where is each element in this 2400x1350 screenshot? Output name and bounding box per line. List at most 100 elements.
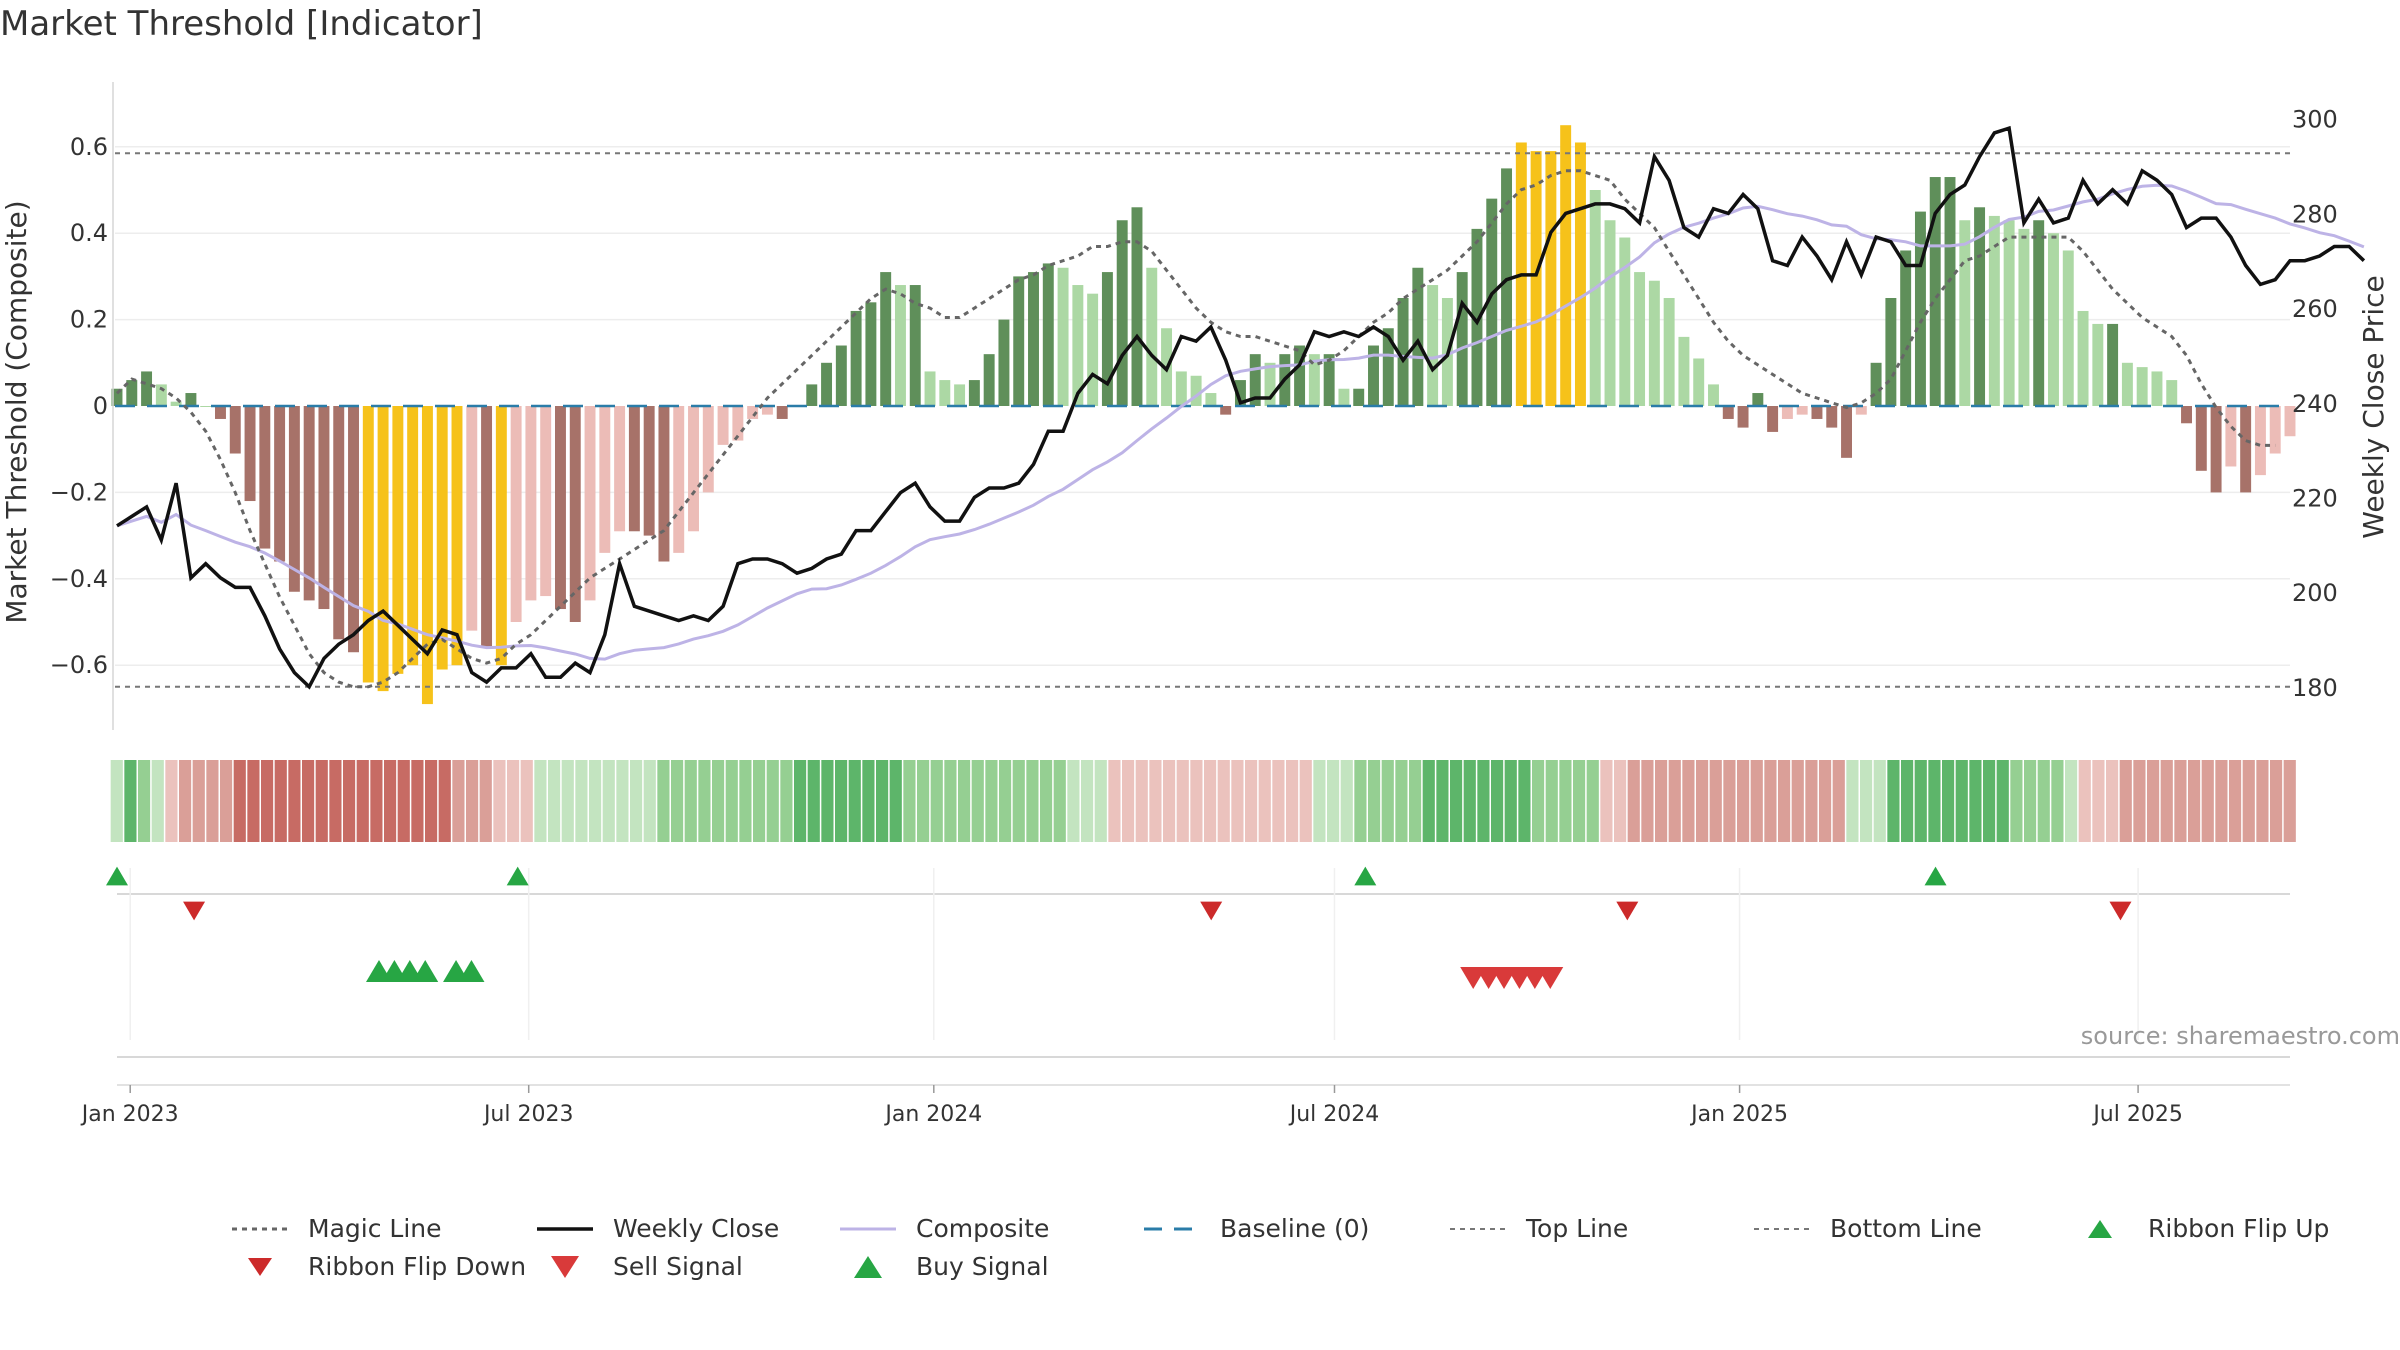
- ribbon-cell: [206, 760, 219, 842]
- composite-bar: [2254, 406, 2266, 476]
- ribbon-cell: [780, 760, 793, 842]
- composite-line: [116, 183, 2365, 661]
- composite-bar: [1752, 393, 1764, 406]
- ribbon-flip-up-marker: [1354, 866, 1377, 886]
- ribbon-cell: [794, 760, 807, 842]
- ribbon-cell: [1778, 760, 1791, 842]
- composite-bar: [1028, 272, 1039, 406]
- composite-bar: [2003, 220, 2015, 406]
- ribbon-cell: [1217, 760, 1230, 842]
- ribbon-cell: [1846, 760, 1859, 842]
- ribbon-cell: [753, 760, 766, 842]
- ribbon-cell: [110, 760, 123, 842]
- ribbon-cell: [1737, 760, 1750, 842]
- composite-bar: [1959, 220, 1971, 406]
- composite-bar: [924, 371, 936, 406]
- composite-bar: [643, 406, 655, 536]
- ribbon-cell: [425, 760, 438, 842]
- y-left-axis-label: Market Threshold (Composite): [0, 200, 33, 623]
- ribbon-cell: [2119, 760, 2132, 842]
- ribbon-cell: [985, 760, 998, 842]
- composite-bar: [776, 406, 788, 419]
- ribbon-cell: [411, 760, 424, 842]
- ribbon-cell: [1081, 760, 1094, 842]
- ribbon-cell: [1914, 760, 1927, 842]
- ribbon-cell: [2242, 760, 2255, 842]
- ribbon-cell: [288, 760, 301, 842]
- ribbon-cell: [1832, 760, 1845, 842]
- composite-bar: [1545, 151, 1557, 406]
- ribbon-cell: [835, 760, 848, 842]
- composite-bar: [806, 384, 818, 406]
- composite-bar: [1042, 263, 1054, 406]
- composite-bar: [1057, 267, 1069, 406]
- ribbon-cell: [1149, 760, 1162, 842]
- legend-label: Top Line: [1526, 1214, 1629, 1243]
- ribbon-cell: [1231, 760, 1244, 842]
- ribbon-cell: [534, 760, 547, 842]
- composite-bar: [1456, 272, 1468, 406]
- composite-bar: [2210, 406, 2222, 493]
- ribbon-cell: [1942, 760, 1955, 842]
- composite-bar: [1264, 362, 1276, 406]
- composite-bar: [821, 362, 833, 406]
- ribbon-cell: [261, 760, 274, 842]
- line-series: [115, 125, 2366, 690]
- ribbon-cell: [179, 760, 192, 842]
- ribbon-cell: [1422, 760, 1435, 842]
- ribbon-cell: [1901, 760, 1914, 842]
- ribbon-cell: [1122, 760, 1135, 842]
- ribbon-cell: [466, 760, 479, 842]
- ribbon-cell: [1340, 760, 1353, 842]
- composite-bar: [1811, 406, 1823, 419]
- ribbon-cell: [2201, 760, 2214, 842]
- ribbon-cell: [739, 760, 752, 842]
- composite-bar: [1131, 207, 1143, 406]
- ribbon-cell: [220, 760, 233, 842]
- composite-bar: [2033, 220, 2045, 406]
- composite-bar: [111, 388, 123, 406]
- y-right-tick-label: 180: [2292, 674, 2338, 702]
- ribbon-cell: [1026, 760, 1039, 842]
- ribbon-cell: [343, 760, 356, 842]
- ribbon-cell: [575, 760, 588, 842]
- ribbon-cell: [2065, 760, 2078, 842]
- ribbon-cell: [1313, 760, 1326, 842]
- composite-bar: [1101, 272, 1113, 406]
- composite-bar: [1087, 293, 1099, 406]
- ribbon-flip-down-marker: [1200, 901, 1223, 921]
- ribbon-cell: [438, 760, 451, 842]
- ribbon-cell: [151, 760, 164, 842]
- composite-bar: [141, 371, 153, 406]
- composite-bar: [451, 406, 463, 666]
- ribbon-cell: [848, 760, 861, 842]
- ribbon-cell: [479, 760, 492, 842]
- ribbon-cell: [944, 760, 957, 842]
- composite-bar: [599, 406, 611, 553]
- composite-bar: [185, 393, 197, 406]
- composite-bar: [1678, 336, 1690, 406]
- y-right-tick-label: 300: [2292, 106, 2338, 134]
- y-left-tick-label: −0.2: [50, 478, 108, 506]
- ribbon-cell: [1819, 760, 1832, 842]
- composite-bar: [2048, 233, 2059, 406]
- composite-bar: [2062, 250, 2074, 406]
- ribbon-cell: [274, 760, 287, 842]
- ribbon-cell: [698, 760, 711, 842]
- ribbon-cell: [1805, 760, 1818, 842]
- y-right-tick-label: 280: [2292, 200, 2338, 228]
- ribbon-cell: [862, 760, 875, 842]
- composite-bar: [1412, 267, 1424, 406]
- composite-bar: [303, 406, 315, 601]
- composite-bar: [1471, 228, 1483, 406]
- composite-bar: [2092, 323, 2104, 406]
- legend-swatch: [1754, 1227, 1810, 1230]
- composite-bar: [1634, 272, 1646, 406]
- composite-bar: [540, 406, 552, 597]
- composite-bar: [1382, 328, 1394, 406]
- legend-item-ribbon-flip-up: Ribbon Flip Up: [2070, 1214, 2329, 1243]
- y-left-tick-label: 0: [93, 392, 108, 420]
- legend-label: Magic Line: [308, 1214, 442, 1243]
- ribbon-cell: [1286, 760, 1299, 842]
- weekly-close-line: [116, 125, 2366, 690]
